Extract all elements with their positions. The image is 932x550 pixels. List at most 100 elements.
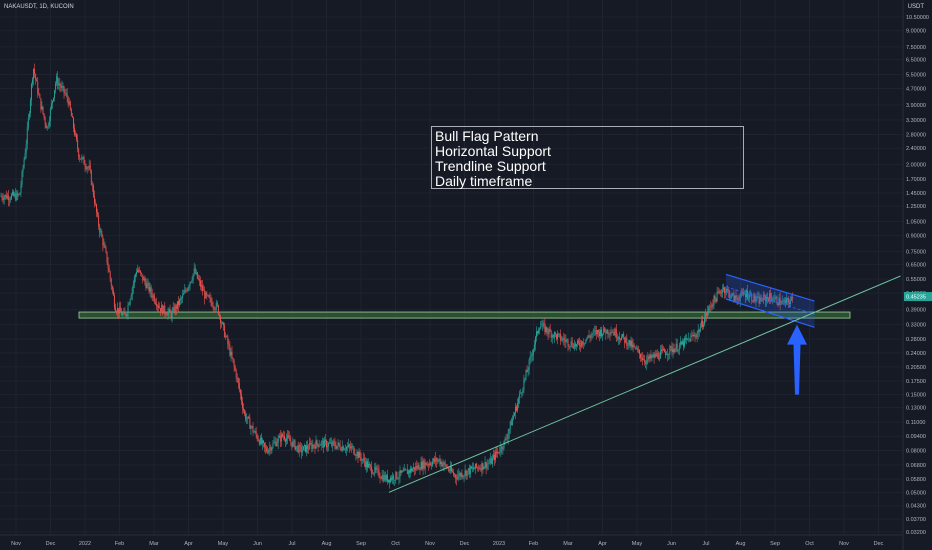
candle-body [260,437,262,444]
candle-body [610,332,612,335]
up-arrow-annotation[interactable] [787,324,807,395]
candle-body [447,467,449,471]
candle-body [389,479,390,483]
candle-body [411,468,412,472]
candle-body [773,300,775,302]
candle-body [768,298,769,302]
candle-body [530,355,532,357]
candle-body [332,441,334,446]
candle-body [790,300,792,304]
candle-body [180,298,181,300]
candle-body [196,272,198,279]
candle-body [580,345,582,347]
arrow-shape [787,324,807,395]
candle-body [560,333,562,341]
candle-body [637,349,639,351]
candle-body [496,451,498,454]
candle-body [541,326,543,327]
trendline-support[interactable] [388,275,901,493]
candle-body [521,392,523,394]
candle-body [141,272,143,275]
candle-body [473,467,474,469]
candle-body [116,312,117,313]
candle-body [224,325,226,338]
annotation-box[interactable]: Bull Flag Pattern Horizontal Support Tre… [431,126,744,189]
candle-body [430,463,431,465]
candle-body [552,334,554,338]
price-tick-label: 0.33000 [906,323,926,329]
candle-body [107,262,109,268]
candle-body [126,313,128,317]
candle-body [646,359,648,364]
candle-body [378,469,380,477]
candle-body [206,292,208,296]
candle-body [444,462,446,465]
candle-body [762,295,764,302]
time-axis[interactable]: Nov Dec 2022 Feb Mar Apr May Jun Jul Aug Sep Oct Nov… [11,541,884,547]
candle-body [353,446,355,454]
candle-body [225,336,227,338]
candle-body [638,350,640,354]
candle-body [390,477,391,483]
candle-body [199,279,200,281]
candle-body [548,328,550,334]
candle-body [221,323,222,324]
candle-body [264,442,265,447]
candle-body [424,462,426,469]
candle-body [540,326,542,329]
candle-body [97,212,99,216]
candle-body [173,307,175,313]
candle-body [724,287,725,293]
candle-body [742,292,744,295]
candle-body [683,341,684,347]
candle-body [369,463,370,465]
candle-body [698,329,700,332]
candle-body [543,323,545,325]
price-badge-label: 0.45235 [906,295,926,301]
price-axis[interactable]: 10.50000 9.00000 7.50000 6.50000 5.50000 4.70… [906,15,929,536]
candle-body [458,473,460,476]
candle-body [732,293,734,295]
candle-body [266,448,268,452]
candle-body [129,299,131,305]
candle-body [256,434,258,440]
candle-body [246,418,248,420]
candle-body [481,463,483,471]
candle-body [53,97,54,101]
candle-body [478,467,480,469]
candle-body [656,353,658,357]
price-tick-label: 7.50000 [906,45,926,51]
candle-body [402,471,404,472]
price-tick-label: 0.28000 [906,337,926,343]
time-tick-label: Jul [288,541,295,547]
candle-body [74,127,75,135]
candle-body [65,93,67,95]
candle-body [80,158,82,160]
candle-body [358,451,360,458]
candle-body [136,271,137,275]
candle-body [138,270,139,272]
candle-body [682,341,683,345]
price-tick-label: 1.25000 [906,204,926,210]
candle-body [112,290,114,296]
annotation-line: Bull Flag Pattern [435,128,539,144]
candle-body [734,295,736,302]
candle-body [545,327,547,333]
candle-body [583,343,585,345]
bull-flag-channel[interactable] [725,273,815,328]
candle-body [778,297,780,306]
candle-body [665,352,667,355]
candle-body [77,139,79,149]
candle-body [292,441,294,447]
candle-body [687,338,689,340]
time-tick-label: Oct [805,541,814,547]
candle-body [84,164,86,167]
candle-body [186,290,188,292]
candle-body [686,338,688,340]
candle-body [746,290,747,297]
candle-body [41,106,43,110]
time-tick-label: Apr [184,541,193,547]
candle-body [574,343,576,347]
horizontal-support-zone[interactable] [78,311,851,319]
